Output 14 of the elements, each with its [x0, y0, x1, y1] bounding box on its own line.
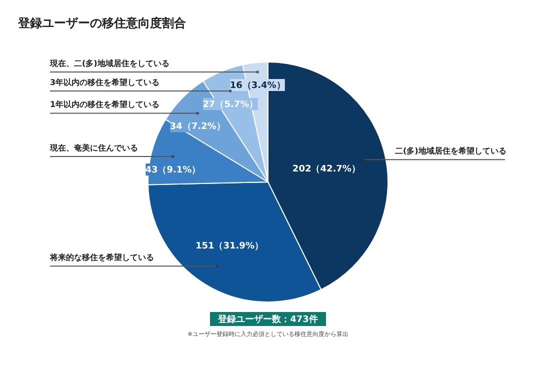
data-label: 27（5.7%）: [202, 100, 258, 110]
data-label: 43（9.1%）: [145, 165, 201, 176]
slice-label: 現在、奄美に住んでいる: [49, 142, 138, 152]
slice-label: 1年以内の移住を希望している: [50, 100, 160, 110]
slice-label: 二(多)地域居住を希望している: [395, 146, 506, 156]
slice-label: 現在、二(多)地域居住をしている: [49, 59, 170, 68]
text: 登録ユーザー数：473件: [217, 314, 318, 325]
data-label: 16（3.4%）: [230, 81, 286, 92]
slice-label: 3年以内の移住を希望している: [50, 78, 160, 88]
slice-label: 将来的な移住を希望している: [49, 253, 154, 262]
data-label: 202（42.7%）: [292, 164, 360, 174]
data-label: 151（31.9%）: [195, 242, 264, 252]
chart-title: 登録ユーザーの移住意向度割合: [17, 16, 187, 30]
data-label: 34（7.2%）: [170, 122, 226, 132]
